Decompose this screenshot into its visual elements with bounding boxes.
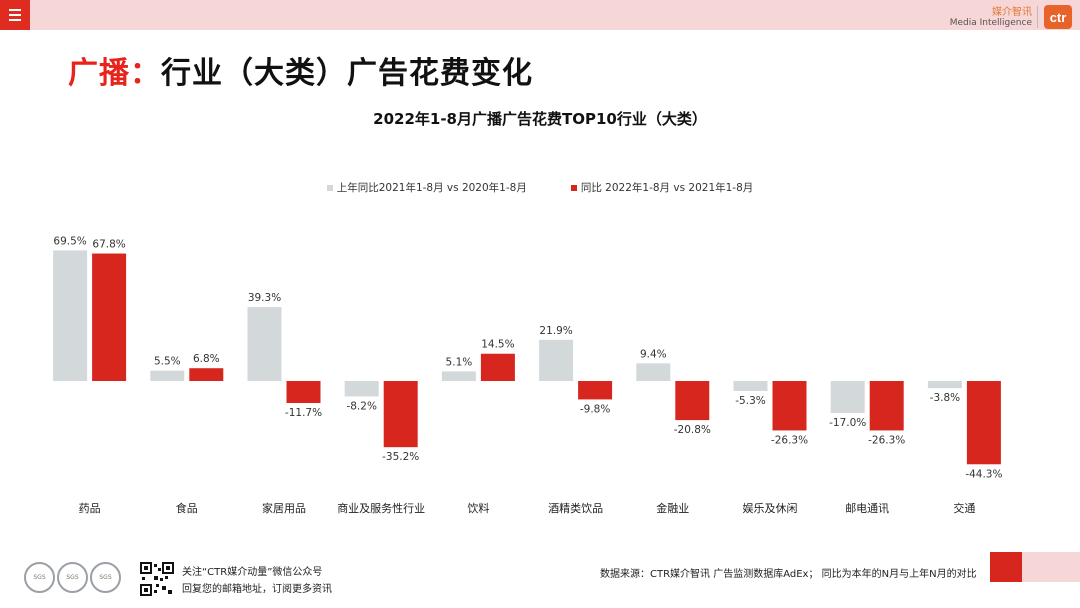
legend-item-prev: 上年同比2021年1-8月 vs 2020年1-8月 xyxy=(326,180,527,195)
data-label: -5.3% xyxy=(735,395,765,407)
brand-text: 媒介智讯 Media Intelligence xyxy=(950,7,1032,29)
bar-prev xyxy=(636,363,671,381)
data-label: 5.5% xyxy=(154,356,181,368)
sgs-badge: SGS xyxy=(57,562,88,593)
category-label: 邮电通讯 xyxy=(845,502,889,515)
data-label: -8.2% xyxy=(346,400,376,412)
chart-title: 2022年1-8月广播广告花费TOP10行业（大类） xyxy=(373,110,707,128)
legend-swatch-curr xyxy=(570,184,577,191)
data-label: 6.8% xyxy=(193,353,220,365)
data-label: 9.4% xyxy=(640,348,667,360)
bar-prev xyxy=(344,381,379,397)
sgs-badge: SGS xyxy=(24,562,55,593)
data-label: 69.5% xyxy=(53,235,86,247)
bar-curr xyxy=(772,381,807,431)
legend-swatch-prev xyxy=(326,184,333,191)
data-label: -17.0% xyxy=(829,417,866,429)
follow-text: 关注“CTR媒介动量”微信公众号 回复您的邮箱地址，订阅更多资讯 xyxy=(182,564,332,598)
data-label: -44.3% xyxy=(965,468,1002,480)
bar-prev xyxy=(441,371,476,381)
bar-curr xyxy=(383,381,418,448)
legend-item-curr: 同比 2022年1-8月 vs 2021年1-8月 xyxy=(570,180,754,195)
bar-prev xyxy=(733,381,768,391)
data-source: 数据来源：CTR媒介智讯 广告监测数据库AdEx； 同比为本年的N月与上年N月的… xyxy=(600,569,977,580)
data-label: -20.8% xyxy=(674,424,711,436)
page-title: 广播：行业（大类）广告花费变化 xyxy=(68,48,533,92)
category-label: 娱乐及休闲 xyxy=(743,501,798,515)
category-label: 食品 xyxy=(176,501,198,515)
bar-prev xyxy=(247,307,282,381)
brand-en: Media Intelligence xyxy=(949,18,1032,28)
certification-badges: SGS SGS SGS xyxy=(24,562,121,593)
data-label: -26.3% xyxy=(868,434,905,446)
page-title-prefix: 广播： xyxy=(68,56,161,91)
data-label: 21.9% xyxy=(539,325,572,337)
qr-code-icon xyxy=(140,562,174,596)
bar-curr xyxy=(675,381,710,421)
category-label: 交通 xyxy=(953,501,975,515)
brand-cn: 媒介智讯 xyxy=(992,7,1032,18)
category-label: 酒精类饮品 xyxy=(548,501,603,515)
category-label: 商业及服务性行业 xyxy=(337,501,425,515)
data-label: -3.8% xyxy=(930,392,960,404)
follow-line-1: 关注“CTR媒介动量”微信公众号 xyxy=(182,567,323,578)
data-label: -26.3% xyxy=(771,434,808,446)
legend-label-curr: 同比 2022年1-8月 vs 2021年1-8月 xyxy=(580,182,754,194)
data-label: -35.2% xyxy=(382,451,419,463)
data-label: 67.8% xyxy=(92,239,125,251)
bar-prev xyxy=(53,250,88,381)
ctr-logo: ctr xyxy=(1044,5,1072,29)
bar-curr xyxy=(578,381,613,400)
footer-pink-block xyxy=(1022,552,1080,582)
footer-red-block xyxy=(990,552,1022,582)
follow-line-2: 回复您的邮箱地址，订阅更多资讯 xyxy=(182,584,332,595)
bar-curr xyxy=(966,381,1001,465)
bar-prev xyxy=(539,339,574,381)
bar-curr xyxy=(189,368,224,381)
category-label: 金融业 xyxy=(656,501,689,515)
logo-divider xyxy=(1037,6,1038,28)
category-label: 家居用品 xyxy=(262,501,306,515)
bar-prev xyxy=(927,381,962,389)
category-label: 药品 xyxy=(79,502,101,515)
category-label: 饮料 xyxy=(467,501,489,515)
page-title-text: 行业（大类）广告花费变化 xyxy=(161,56,533,91)
sgs-badge: SGS xyxy=(90,562,121,593)
bar-chart: 69.5% 67.8% 药品 5.5% 6.8% 食品 39.3% -11.7% 家居用品 -8.… xyxy=(53,235,1002,515)
bar-curr xyxy=(92,253,127,381)
data-label: 39.3% xyxy=(248,292,281,304)
bar-curr xyxy=(480,353,515,381)
top-bar: 媒介智讯 Media Intelligence ctr xyxy=(0,0,1080,30)
bar-curr xyxy=(869,381,904,431)
data-label: -9.8% xyxy=(580,403,610,415)
data-label: 5.1% xyxy=(446,356,473,368)
bar-prev xyxy=(830,381,865,413)
bar-curr xyxy=(286,381,321,403)
chart-legend: 上年同比2021年1-8月 vs 2020年1-8月 同比 2022年1-8月 … xyxy=(0,180,1080,195)
legend-label-prev: 上年同比2021年1-8月 vs 2020年1-8月 xyxy=(336,182,527,194)
menu-icon[interactable] xyxy=(0,0,30,30)
data-label: -11.7% xyxy=(285,407,322,419)
data-label: 14.5% xyxy=(481,339,514,351)
bar-prev xyxy=(150,370,185,381)
